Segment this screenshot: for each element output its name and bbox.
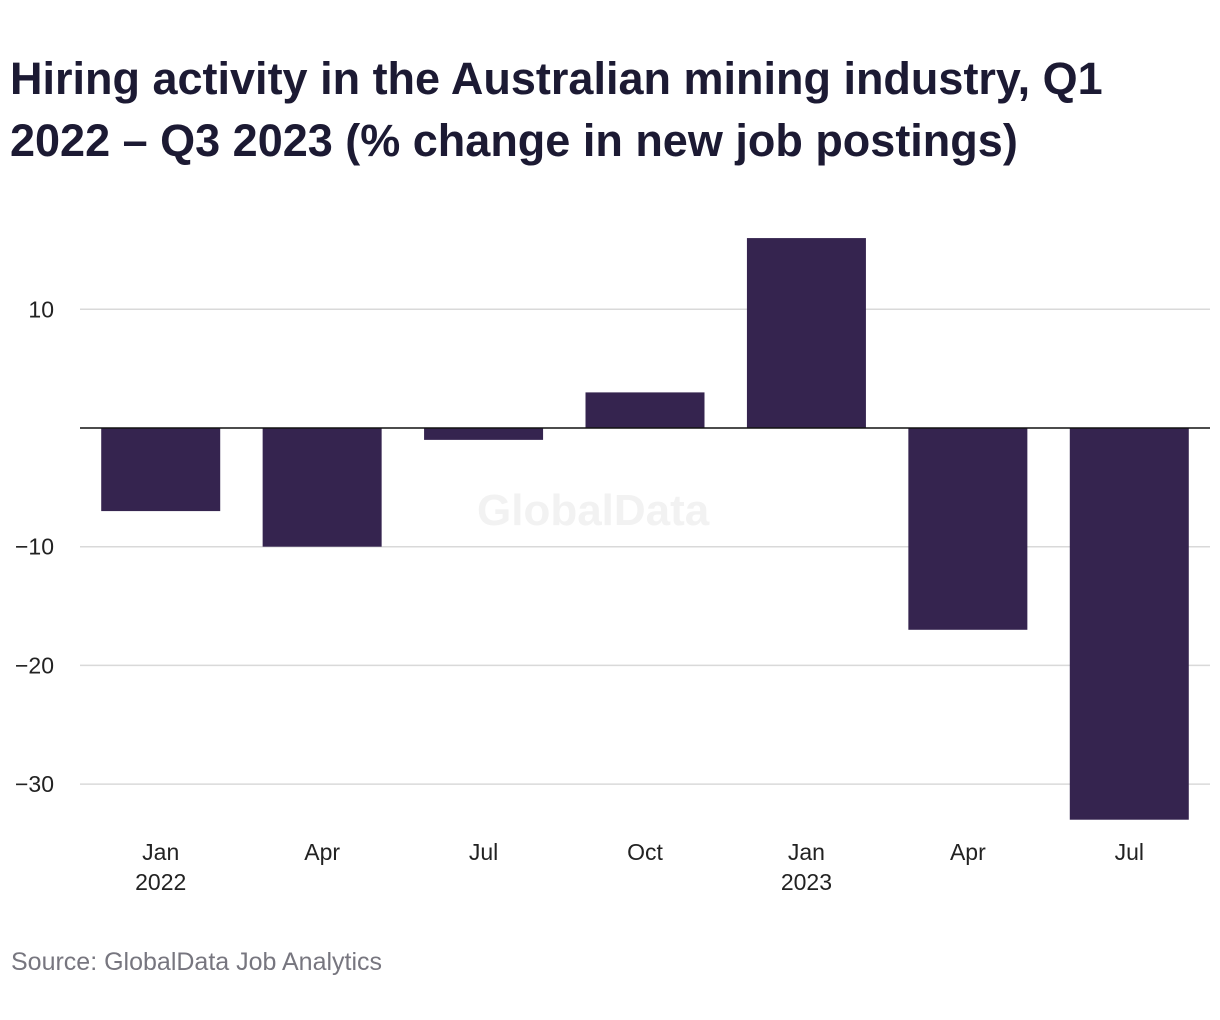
y-tick-label: 10 xyxy=(28,296,54,322)
bar xyxy=(101,428,221,512)
bar xyxy=(1069,428,1189,820)
x-tick-label: Jul xyxy=(1115,839,1144,865)
y-tick-label: −30 xyxy=(15,771,54,797)
x-tick-label: Apr xyxy=(304,839,340,865)
bar xyxy=(585,392,705,428)
bar xyxy=(424,428,544,440)
source-note: Source: GlobalData Job Analytics xyxy=(11,948,383,976)
y-axis-tick-labels: 10 −10 −20 −30 xyxy=(15,296,54,797)
x-tick-label: Apr xyxy=(950,839,986,865)
bar xyxy=(262,428,382,547)
watermark: GlobalData xyxy=(477,486,710,535)
x-tick-label: Jan xyxy=(142,839,179,865)
x-axis-tick-labels: Jan 2022 Apr Jul Oct Jan 2023 Apr Jul xyxy=(135,839,1144,895)
x-tick-label: Oct xyxy=(627,839,663,865)
grid-lines xyxy=(80,308,1210,785)
y-tick-label: −20 xyxy=(15,652,54,678)
x-tick-year-label: 2023 xyxy=(781,869,832,895)
bars xyxy=(101,238,1189,820)
x-tick-label: Jan xyxy=(788,839,825,865)
x-tick-year-label: 2022 xyxy=(135,869,186,895)
bar xyxy=(746,238,866,428)
bar xyxy=(908,428,1028,630)
chart-title: Hiring activity in the Australian mining… xyxy=(10,53,1103,166)
y-tick-label: −10 xyxy=(15,534,54,560)
x-tick-label: Jul xyxy=(469,839,498,865)
